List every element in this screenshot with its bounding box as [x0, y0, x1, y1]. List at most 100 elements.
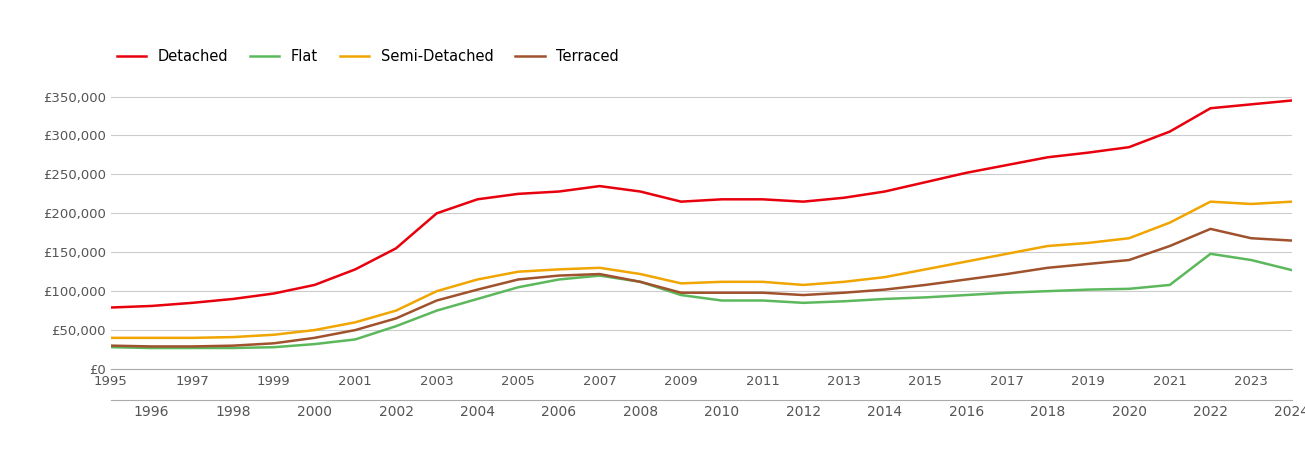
Semi-Detached: [1121, 235, 1137, 241]
Terraced: [1203, 226, 1219, 232]
Flat: [429, 308, 445, 313]
Semi-Detached: [633, 271, 649, 277]
Detached: [470, 197, 485, 202]
Flat: [1203, 251, 1219, 256]
Terraced: [1161, 243, 1177, 249]
Flat: [388, 324, 403, 329]
Semi-Detached: [754, 279, 770, 284]
Terraced: [714, 290, 729, 295]
Terraced: [1121, 257, 1137, 263]
Flat: [510, 284, 526, 290]
Terraced: [226, 343, 241, 348]
Terraced: [1000, 271, 1015, 277]
Line: Flat: Flat: [111, 254, 1292, 348]
Flat: [917, 295, 933, 300]
Detached: [714, 197, 729, 202]
Semi-Detached: [184, 335, 200, 341]
Flat: [1000, 290, 1015, 295]
Semi-Detached: [837, 279, 852, 284]
Flat: [347, 337, 363, 342]
Semi-Detached: [796, 282, 812, 288]
Flat: [591, 273, 607, 278]
Semi-Detached: [551, 267, 566, 272]
Semi-Detached: [958, 259, 974, 264]
Semi-Detached: [1000, 251, 1015, 256]
Semi-Detached: [877, 274, 893, 280]
Detached: [1040, 155, 1056, 160]
Flat: [1284, 267, 1300, 273]
Flat: [673, 292, 689, 298]
Terraced: [877, 287, 893, 292]
Detached: [1121, 144, 1137, 150]
Semi-Detached: [1244, 201, 1259, 207]
Semi-Detached: [226, 334, 241, 340]
Flat: [307, 342, 322, 347]
Line: Terraced: Terraced: [111, 229, 1292, 346]
Terraced: [103, 343, 119, 348]
Flat: [714, 298, 729, 303]
Legend: Detached, Flat, Semi-Detached, Terraced: Detached, Flat, Semi-Detached, Terraced: [111, 43, 625, 69]
Flat: [837, 299, 852, 304]
Flat: [1161, 282, 1177, 288]
Flat: [633, 279, 649, 284]
Flat: [184, 345, 200, 351]
Flat: [958, 292, 974, 298]
Semi-Detached: [429, 288, 445, 294]
Detached: [266, 291, 282, 296]
Detached: [1203, 106, 1219, 111]
Semi-Detached: [591, 265, 607, 270]
Flat: [1121, 286, 1137, 292]
Terraced: [958, 277, 974, 282]
Detached: [633, 189, 649, 194]
Flat: [1081, 287, 1096, 292]
Detached: [1161, 129, 1177, 134]
Flat: [103, 345, 119, 350]
Line: Detached: Detached: [111, 100, 1292, 307]
Detached: [144, 303, 159, 309]
Semi-Detached: [1081, 240, 1096, 246]
Terraced: [144, 344, 159, 349]
Flat: [1040, 288, 1056, 294]
Semi-Detached: [144, 335, 159, 341]
Terraced: [510, 277, 526, 282]
Terraced: [1284, 238, 1300, 243]
Terraced: [837, 290, 852, 295]
Semi-Detached: [673, 281, 689, 286]
Detached: [1000, 162, 1015, 168]
Detached: [429, 211, 445, 216]
Terraced: [1244, 235, 1259, 241]
Terraced: [551, 273, 566, 278]
Semi-Detached: [714, 279, 729, 284]
Semi-Detached: [1284, 199, 1300, 204]
Detached: [103, 305, 119, 310]
Detached: [591, 184, 607, 189]
Terraced: [754, 290, 770, 295]
Semi-Detached: [510, 269, 526, 274]
Terraced: [470, 287, 485, 292]
Semi-Detached: [470, 277, 485, 282]
Terraced: [388, 316, 403, 321]
Semi-Detached: [266, 332, 282, 338]
Terraced: [307, 335, 322, 341]
Terraced: [429, 298, 445, 303]
Detached: [388, 246, 403, 251]
Flat: [226, 345, 241, 351]
Detached: [510, 191, 526, 197]
Flat: [266, 345, 282, 350]
Detached: [1081, 150, 1096, 155]
Detached: [347, 267, 363, 272]
Terraced: [591, 271, 607, 277]
Detached: [754, 197, 770, 202]
Detached: [1244, 102, 1259, 107]
Detached: [551, 189, 566, 194]
Terraced: [1081, 261, 1096, 266]
Semi-Detached: [347, 320, 363, 325]
Detached: [184, 300, 200, 306]
Semi-Detached: [917, 267, 933, 272]
Semi-Detached: [103, 335, 119, 341]
Detached: [796, 199, 812, 204]
Flat: [754, 298, 770, 303]
Detached: [837, 195, 852, 200]
Detached: [226, 296, 241, 302]
Terraced: [917, 282, 933, 288]
